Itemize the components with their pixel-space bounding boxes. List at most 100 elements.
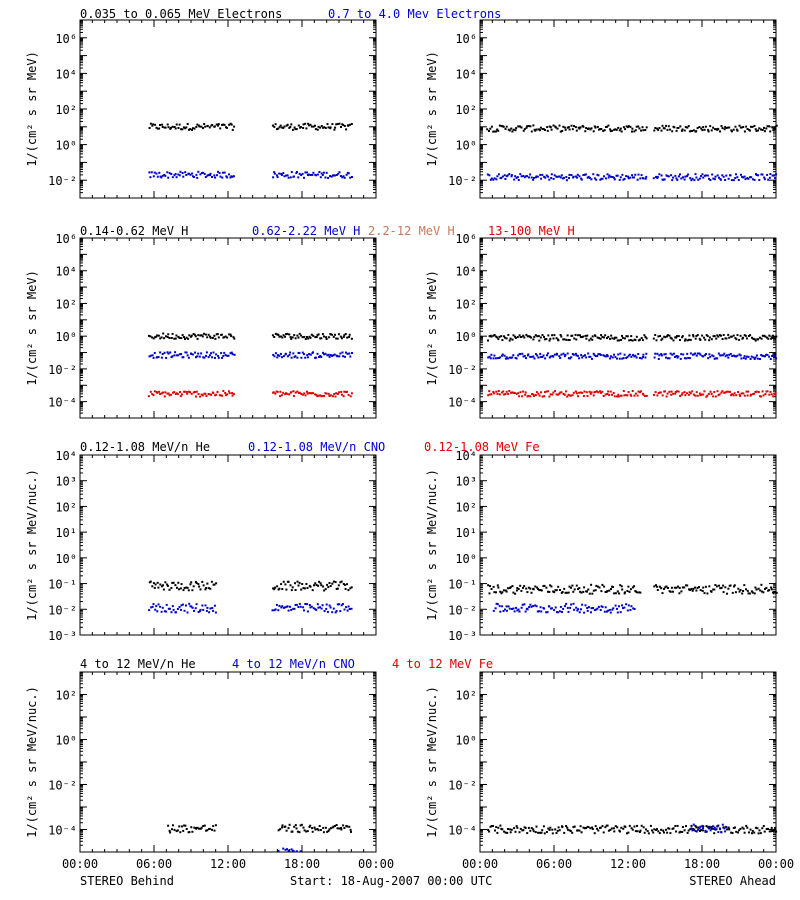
data-point-series-1	[341, 351, 344, 354]
data-point-series-1	[775, 173, 777, 176]
data-point-series-0	[203, 123, 206, 125]
data-point-series-1	[724, 830, 727, 833]
data-point-series-0	[539, 589, 542, 591]
data-point-series-0	[205, 587, 208, 589]
data-point-series-0	[167, 126, 170, 129]
data-point-series-0	[591, 826, 594, 829]
data-point-series-0	[506, 831, 509, 834]
data-point-series-2	[515, 392, 518, 395]
data-point-series-1	[192, 175, 194, 178]
data-point-series-0	[733, 585, 735, 588]
data-point-series-0	[631, 339, 634, 342]
y-tick-label: 10⁻²	[448, 363, 477, 377]
data-point-series-1	[515, 176, 518, 179]
data-point-series-1	[165, 356, 168, 359]
data-point-series-0	[182, 126, 185, 129]
data-point-series-2	[558, 392, 561, 395]
data-point-series-2	[227, 390, 230, 393]
data-point-series-0	[348, 336, 351, 338]
data-point-series-2	[692, 393, 695, 396]
data-point-series-0	[175, 830, 178, 833]
data-point-series-0	[299, 126, 302, 128]
data-point-series-0	[306, 336, 308, 338]
data-point-series-0	[200, 334, 203, 337]
data-point-series-1	[614, 356, 617, 359]
data-point-series-0	[206, 582, 209, 585]
data-point-series-0	[699, 830, 701, 832]
data-point-series-0	[297, 336, 300, 339]
data-point-series-0	[669, 128, 672, 131]
data-point-series-0	[201, 580, 204, 583]
data-point-series-1	[159, 605, 162, 608]
data-point-series-0	[739, 334, 742, 337]
data-point-series-1	[644, 177, 647, 180]
data-point-series-1	[563, 176, 565, 179]
data-point-series-2	[533, 394, 535, 397]
data-point-series-0	[732, 827, 735, 829]
data-point-series-1	[316, 173, 319, 176]
data-point-series-0	[572, 590, 575, 593]
data-point-series-0	[658, 832, 661, 835]
data-point-series-0	[729, 584, 732, 587]
data-point-series-0	[335, 337, 338, 340]
data-point-series-2	[627, 391, 630, 393]
data-point-series-1	[592, 173, 595, 176]
data-point-series-1	[686, 175, 689, 178]
data-point-series-0	[184, 824, 187, 827]
data-point-series-2	[310, 392, 313, 395]
data-point-series-1	[510, 174, 513, 177]
data-point-series-0	[562, 125, 565, 128]
data-point-series-0	[657, 830, 660, 833]
data-point-series-0	[666, 335, 668, 338]
data-point-series-1	[345, 606, 348, 609]
data-point-series-2	[529, 395, 532, 398]
data-point-series-2	[186, 392, 189, 395]
data-point-series-1	[618, 605, 620, 608]
data-point-series-1	[701, 824, 704, 827]
data-point-series-0	[631, 127, 634, 130]
data-point-series-1	[225, 175, 228, 178]
data-point-series-0	[195, 582, 198, 585]
data-point-series-2	[684, 394, 687, 397]
data-point-series-1	[640, 357, 643, 360]
data-point-series-0	[563, 338, 566, 341]
data-point-series-1	[774, 177, 776, 180]
data-point-series-0	[592, 130, 595, 133]
data-point-series-0	[634, 339, 637, 342]
data-point-series-0	[675, 129, 678, 132]
data-point-series-1	[740, 173, 742, 176]
data-point-series-1	[547, 352, 549, 355]
data-point-series-0	[602, 336, 605, 339]
data-point-series-0	[526, 591, 529, 594]
data-point-series-1	[180, 608, 182, 611]
data-point-series-0	[616, 826, 619, 829]
data-point-series-1	[761, 354, 764, 357]
data-point-series-1	[725, 174, 728, 177]
data-point-series-0	[630, 335, 633, 338]
data-point-series-0	[710, 827, 713, 830]
data-point-series-0	[307, 337, 310, 340]
data-point-series-0	[542, 825, 545, 828]
data-point-series-0	[667, 587, 669, 589]
data-point-series-1	[726, 354, 728, 357]
data-point-series-2	[761, 390, 764, 393]
data-point-series-1	[163, 351, 166, 354]
data-point-series-0	[501, 339, 504, 342]
data-point-series-2	[151, 393, 154, 396]
data-point-series-0	[191, 830, 194, 833]
data-point-series-0	[278, 126, 281, 129]
data-point-series-1	[497, 173, 500, 176]
data-point-series-1	[293, 607, 296, 610]
data-point-series-0	[185, 828, 188, 830]
data-point-series-0	[303, 829, 306, 832]
data-point-series-1	[547, 175, 550, 178]
data-point-series-1	[493, 177, 496, 180]
data-point-series-0	[619, 127, 622, 130]
data-point-series-0	[338, 827, 341, 830]
data-point-series-0	[663, 587, 665, 590]
data-point-series-0	[613, 830, 616, 833]
data-point-series-2	[522, 390, 524, 393]
data-point-series-2	[698, 392, 701, 395]
data-point-series-0	[487, 339, 489, 342]
data-point-series-1	[690, 179, 693, 182]
